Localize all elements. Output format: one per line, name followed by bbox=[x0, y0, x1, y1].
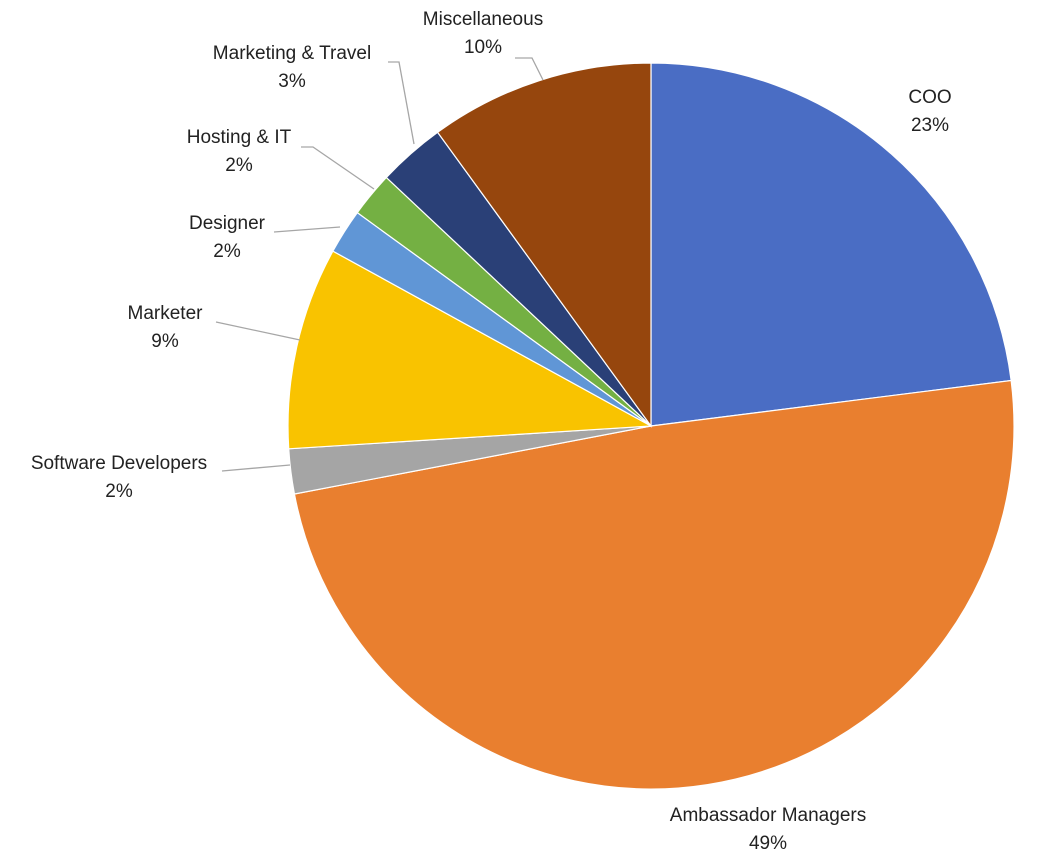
leader-line-marketing-travel bbox=[388, 61, 415, 145]
data-label-marketer: Marketer 9% bbox=[127, 303, 203, 352]
data-label-ambassador-managers: Ambassador Managers 49% bbox=[669, 805, 867, 854]
pie-slice-coo bbox=[650, 62, 1012, 427]
data-label-hosting-it: Hosting & IT 2% bbox=[186, 127, 292, 176]
leader-line-marketer bbox=[215, 321, 301, 341]
leader-line-software-developers bbox=[221, 464, 291, 472]
pie-slice-marketer bbox=[287, 250, 654, 450]
leader-line-designer bbox=[273, 226, 341, 233]
pie-slice-miscellaneous bbox=[436, 62, 652, 428]
data-label-marketing-travel: Marketing & Travel 3% bbox=[212, 43, 372, 92]
data-label-software-developers: Software Developers 2% bbox=[30, 453, 208, 502]
leader-line-miscellaneous bbox=[515, 57, 544, 81]
data-label-miscellaneous: Miscellaneous 10% bbox=[422, 9, 544, 58]
leader-line-hosting-it bbox=[301, 146, 375, 190]
data-label-designer: Designer 2% bbox=[188, 213, 266, 262]
pie-slice-ambassador-managers bbox=[293, 379, 1015, 790]
data-label-coo: COO 23% bbox=[908, 87, 952, 136]
